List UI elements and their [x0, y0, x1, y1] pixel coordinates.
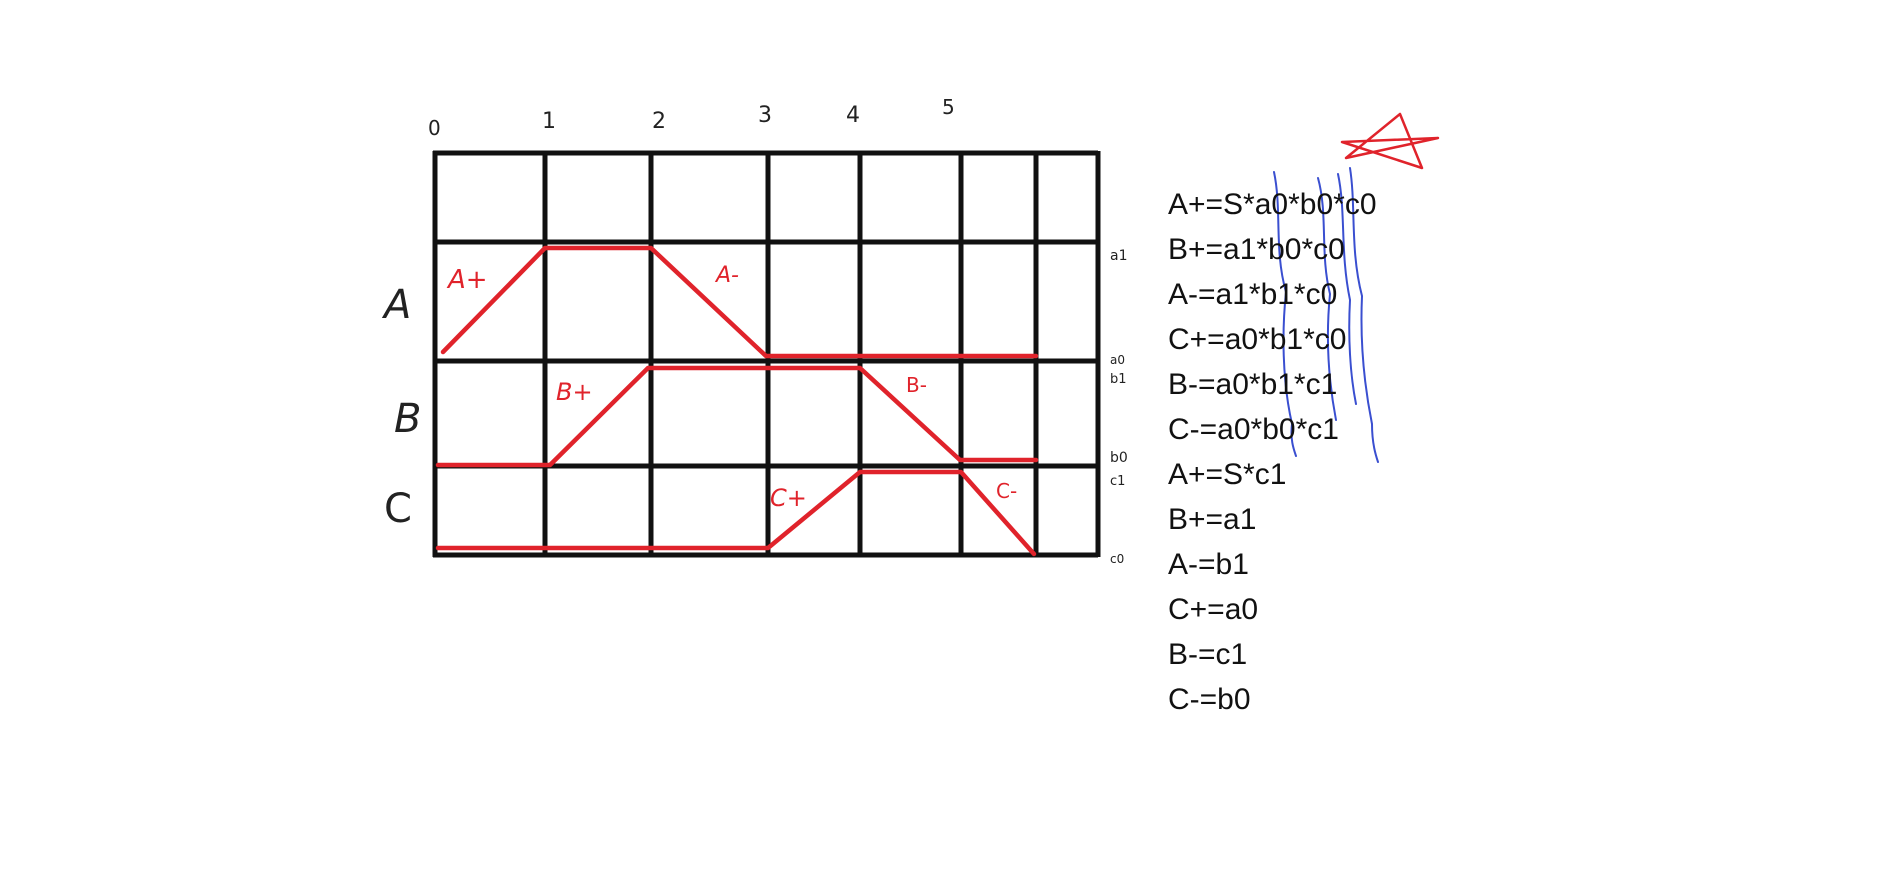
- step-label-4: 4: [846, 103, 860, 128]
- strike-marks: [1273, 167, 1379, 463]
- equation-full: B+=a1*b0*c0: [1168, 233, 1345, 266]
- row-label-c: C: [384, 486, 412, 532]
- equation-full: C-=a0*b0*c1: [1168, 413, 1339, 446]
- step-label-3: 3: [758, 103, 772, 128]
- equations-panel: A+=S*a0*b0*c0 B+=a1*b0*c0 A-=a1*b1*c0 C+…: [1168, 182, 1488, 722]
- step-label-1: 1: [542, 109, 556, 134]
- sensor-label-b0: b0: [1110, 450, 1128, 466]
- equation-simplified: A-=b1: [1168, 548, 1249, 581]
- segment-label-b-minus: B-: [906, 373, 927, 397]
- equation-simplified: A+=S*c1: [1168, 458, 1287, 491]
- timing-trace-a: [440, 245, 1039, 359]
- equation-full: C+=a0*b1*c0: [1168, 323, 1347, 356]
- equation-full: A-=a1*b1*c0: [1168, 278, 1338, 311]
- step-label-0: 0: [428, 116, 441, 140]
- sensor-label-c1: c1: [1110, 474, 1125, 489]
- timing-trace-c: [435, 469, 1037, 557]
- row-label-b: B: [394, 396, 421, 442]
- segment-label-c-minus: C-: [996, 479, 1017, 503]
- equation-full: A+=S*a0*b0*c0: [1168, 188, 1377, 221]
- segment-label-b-plus: B+: [556, 378, 593, 406]
- diagram-grid: [432, 150, 1101, 558]
- equation-simplified: C+=a0: [1168, 593, 1259, 626]
- sensor-label-b1: b1: [1110, 372, 1127, 387]
- step-label-2: 2: [652, 109, 666, 134]
- step-label-5: 5: [942, 95, 955, 119]
- timing-trace-b: [435, 365, 1039, 468]
- sensor-label-a1: a1: [1110, 248, 1128, 264]
- segment-label-c-plus: C+: [770, 484, 807, 512]
- equation-simplified: B+=a1: [1168, 503, 1257, 536]
- segment-label-a-minus: A-: [714, 263, 739, 288]
- row-label-a: A: [381, 282, 411, 328]
- segment-label-a-plus: A+: [446, 265, 488, 295]
- equation-simplified: C-=b0: [1168, 683, 1251, 716]
- star-icon: [1340, 112, 1440, 170]
- equation-full: B-=a0*b1*c1: [1168, 368, 1338, 401]
- sensor-label-c0: c0: [1110, 552, 1124, 566]
- sensor-label-a0: a0: [1110, 353, 1125, 367]
- equation-simplified: B-=c1: [1168, 638, 1248, 671]
